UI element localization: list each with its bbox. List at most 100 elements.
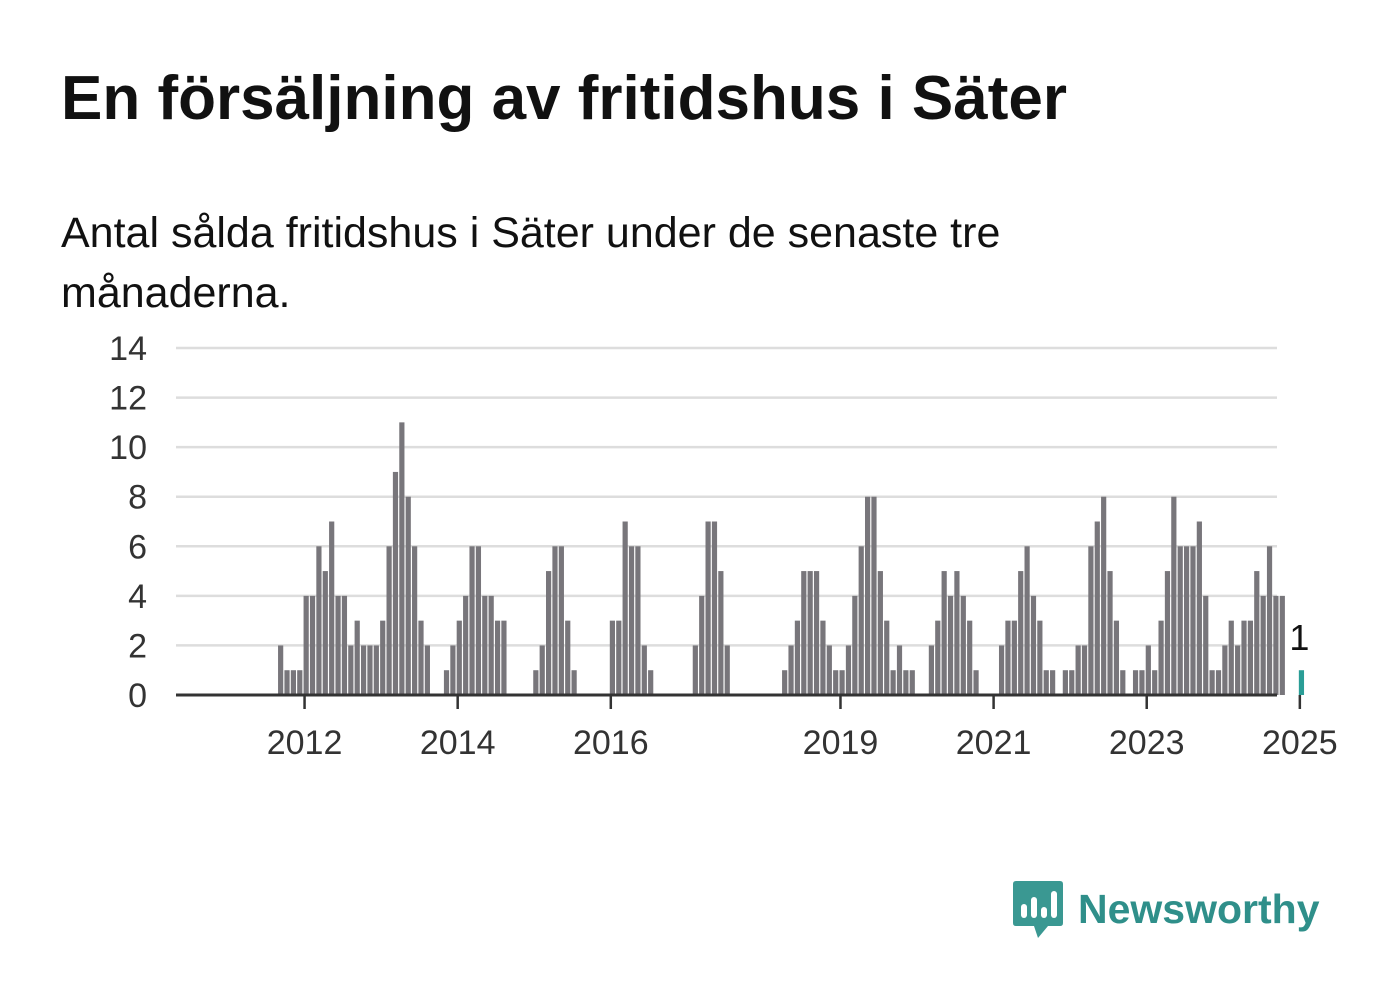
bar: [1005, 620, 1011, 695]
bar: [1043, 670, 1049, 695]
bar: [546, 571, 552, 695]
bar: [290, 670, 296, 695]
bar: [1260, 595, 1266, 695]
page-title: En försäljning av fritidshus i Säter: [61, 64, 1067, 133]
bar: [1164, 571, 1171, 695]
bar: [1273, 595, 1279, 695]
chart-annotations: 1: [1286, 614, 1312, 661]
bar: [354, 620, 360, 695]
bar: [622, 521, 628, 695]
bar: [1050, 670, 1056, 695]
highlight-bar: [1298, 670, 1305, 695]
y-tick-label: 14: [109, 330, 147, 368]
bar: [852, 595, 858, 695]
bar: [820, 620, 826, 695]
bar: [1247, 620, 1253, 695]
y-tick-label: 10: [109, 429, 147, 467]
bar: [367, 645, 373, 695]
bar: [909, 670, 915, 695]
y-axis-ticks: 0 2 4 6 8 10 12 14: [109, 330, 147, 715]
bar: [443, 670, 450, 695]
x-axis-ticks: 2012 2014 2016 2019 2021 2023 2025: [267, 695, 1338, 762]
bar: [1024, 546, 1030, 695]
bar: [1075, 645, 1081, 695]
bar: [329, 521, 335, 695]
bar: [539, 645, 545, 695]
bar: [1266, 546, 1273, 695]
bar: [348, 645, 354, 695]
bar: [865, 496, 871, 695]
x-tick-label: 2021: [956, 724, 1032, 762]
bar: [565, 620, 571, 695]
bar: [1018, 571, 1024, 695]
bar: [1235, 645, 1241, 695]
bar: [297, 670, 303, 695]
bar: [954, 571, 960, 695]
bar: [1037, 620, 1043, 695]
bar: [373, 645, 379, 695]
page-subtitle: Antal sålda fritidshus i Säter under de …: [61, 209, 1001, 317]
bar: [316, 546, 322, 695]
bar: [424, 645, 430, 695]
bar: [973, 670, 979, 695]
bar: [392, 471, 399, 695]
bar: [1145, 645, 1151, 695]
bar: [724, 645, 730, 695]
bar: [1139, 670, 1145, 695]
bar: [1158, 620, 1164, 695]
bar: [928, 645, 934, 695]
bar: [794, 620, 801, 695]
bar: [947, 595, 954, 695]
bar: [501, 620, 507, 695]
bar: [571, 670, 577, 695]
bar: [456, 620, 462, 695]
bar: [782, 670, 788, 695]
bar: [1196, 521, 1202, 695]
bar: [1101, 496, 1107, 695]
y-tick-label: 12: [109, 380, 147, 418]
bar: [967, 620, 973, 695]
bar: [1094, 521, 1100, 695]
bar: [845, 645, 852, 695]
bar: [788, 645, 794, 695]
x-tick-label: 2012: [267, 724, 343, 762]
bar: [386, 546, 392, 695]
bar: [1011, 620, 1017, 695]
y-tick-label: 6: [128, 528, 147, 566]
x-tick-label: 2019: [803, 724, 879, 762]
bar: [839, 670, 845, 695]
bar: [711, 521, 718, 695]
bar: [341, 595, 348, 695]
bar: [884, 620, 890, 695]
bar: [871, 496, 877, 695]
x-tick-label: 2014: [420, 724, 496, 762]
bar-chart-speech-bubble-icon: [1013, 881, 1063, 938]
bar: [635, 546, 641, 695]
bar: [278, 645, 284, 695]
bar: [628, 546, 635, 695]
bar: [1203, 595, 1209, 695]
bar: [1107, 571, 1113, 695]
bar: [558, 546, 564, 695]
x-tick-label: 2025: [1262, 724, 1338, 762]
bar: [463, 595, 469, 695]
bar: [1279, 595, 1285, 695]
bar: [399, 422, 405, 695]
bar: [801, 571, 807, 695]
bar: [890, 670, 896, 695]
bar: [1069, 670, 1075, 695]
bar: [1222, 645, 1228, 695]
bar: [494, 620, 501, 695]
bar: [450, 645, 456, 695]
bar: [998, 645, 1005, 695]
bar: [935, 620, 941, 695]
bar: [380, 620, 386, 695]
bar: [1209, 670, 1215, 695]
bar: [1062, 670, 1068, 695]
bar: [705, 521, 711, 695]
brand-name: Newsworthy: [1078, 886, 1320, 932]
bar: [1171, 496, 1177, 695]
bar: [941, 571, 947, 695]
bar: [488, 595, 494, 695]
